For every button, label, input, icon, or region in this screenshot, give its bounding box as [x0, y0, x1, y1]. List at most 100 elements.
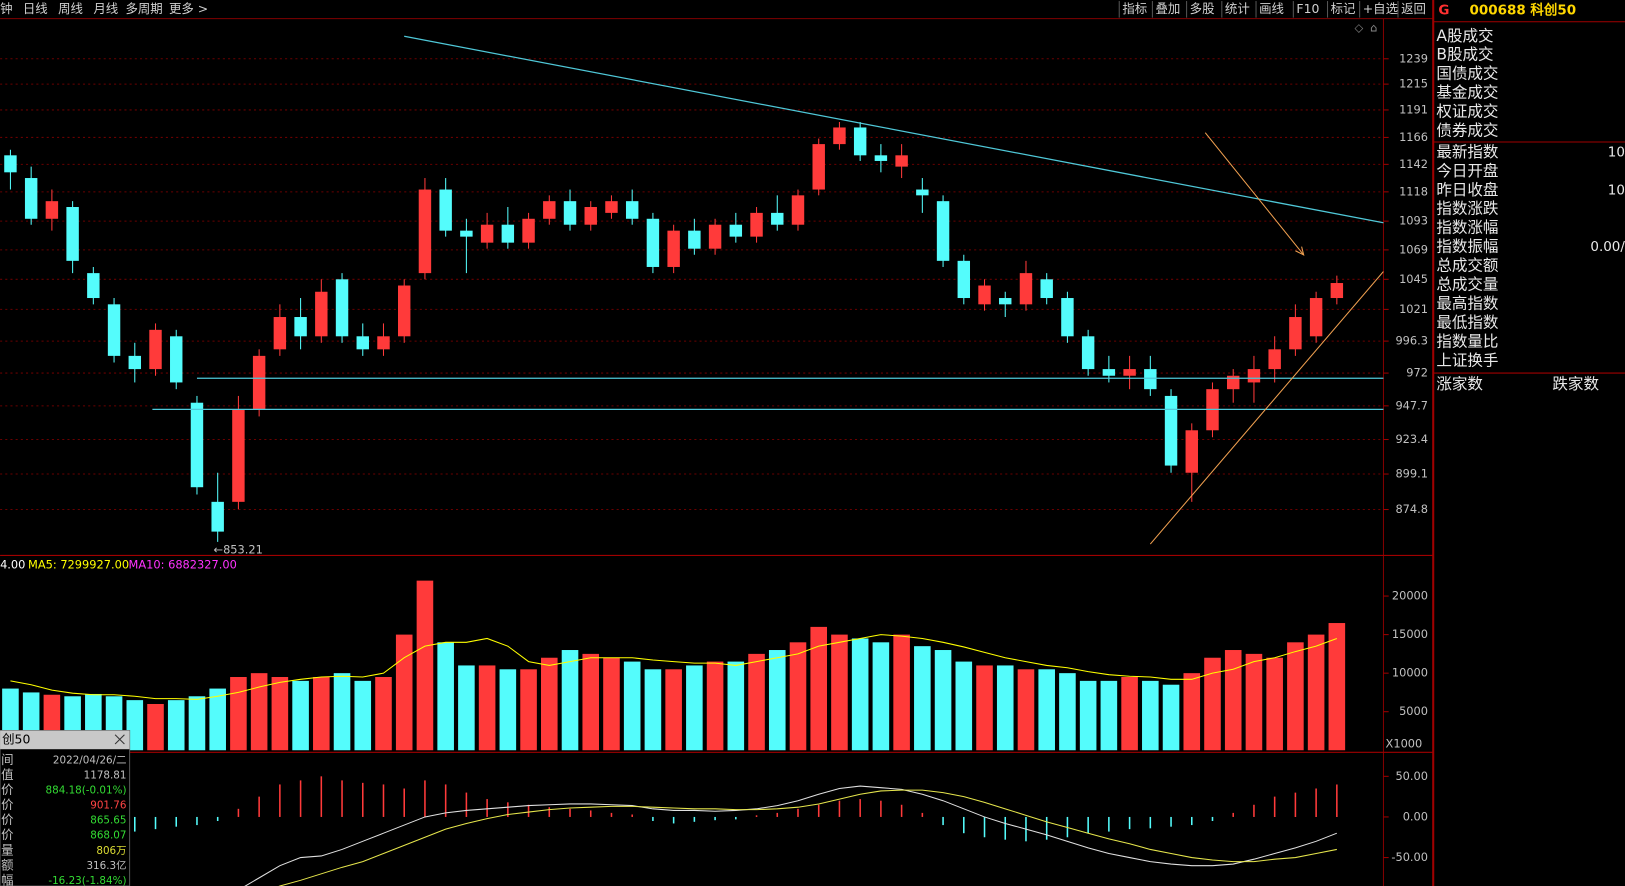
unit-label: X1000: [1386, 737, 1423, 751]
tab[interactable]: 日线: [23, 1, 48, 16]
tool-button[interactable]: 返回: [1401, 1, 1426, 16]
candle-body: [356, 336, 369, 350]
stat-label: 指数涨幅: [1436, 219, 1498, 237]
stat-label: 总成交额: [1436, 257, 1499, 275]
candle-body: [1247, 369, 1261, 383]
info-box: [0, 730, 131, 886]
candle-body: [522, 218, 535, 243]
volume-bar: [230, 677, 247, 751]
y-tick-label: 20000: [1392, 589, 1428, 603]
candle-body: [750, 212, 763, 237]
volume-bar: [893, 634, 910, 751]
volume-bar: [541, 657, 558, 751]
info-title-bar: [0, 730, 130, 750]
candle-body: [853, 127, 867, 156]
macd-pane: [9, 776, 1338, 886]
volume-bar: [582, 653, 600, 751]
stat-label: 上证换手: [1436, 351, 1498, 369]
panel-title: 000688 科创50: [1469, 1, 1576, 18]
tool-button[interactable]: 画线: [1259, 1, 1284, 16]
volume-bar: [810, 626, 828, 751]
volume-bar: [167, 700, 185, 751]
candle-body: [1164, 395, 1178, 466]
candle-body: [377, 336, 390, 350]
icon[interactable]: ⌂: [1370, 20, 1377, 34]
tool-button[interactable]: F10: [1296, 1, 1319, 16]
candle-body: [418, 189, 432, 274]
info-title: 创50: [2, 731, 30, 746]
candle-body: [543, 201, 556, 219]
candle-body: [397, 285, 411, 337]
stat-label: 指数量比: [1436, 332, 1498, 350]
info-value: 868.07: [90, 830, 126, 842]
marker: G: [1438, 2, 1449, 18]
stat-label: 总成交量: [1436, 276, 1498, 294]
info-value: 884.18(-0.01%): [46, 785, 127, 797]
candle-body: [936, 201, 950, 261]
volume-bar: [1017, 669, 1035, 751]
y-tick-label: 1142: [1399, 157, 1428, 171]
candle-body: [978, 285, 991, 305]
tab[interactable]: 周线: [58, 1, 83, 16]
volume-bar: [147, 703, 164, 751]
y-tick-label: 10000: [1392, 666, 1428, 680]
tab[interactable]: 钟: [0, 1, 12, 16]
volume-bar: [1038, 669, 1055, 751]
stat-label: B股成交: [1436, 46, 1493, 64]
info-label: 量: [1, 842, 13, 857]
y-tick-label: 1166: [1399, 130, 1428, 144]
tool-button[interactable]: 统计: [1225, 1, 1250, 16]
ui: 钟日线 周线 月线 多周期 更多 > 指标 叠加 多股 统计 画线 F10 标记 +自选 返回 G 00068…: [0, 1, 1625, 393]
volume-bar: [1245, 653, 1263, 751]
volume-bar: [976, 665, 993, 751]
indicator-line: [10, 634, 1338, 700]
volume-bar: [478, 665, 496, 751]
y-tick-label: 899.1: [1395, 467, 1428, 481]
volume-bar: [603, 657, 620, 751]
y-tick-label: 15000: [1392, 627, 1428, 641]
candle-body: [1268, 349, 1281, 370]
tab[interactable]: 更多 >: [169, 1, 208, 16]
candle-body: [1185, 430, 1198, 473]
candle-body: [439, 189, 452, 231]
close-icon[interactable]: [114, 734, 125, 745]
axes: 874.8 899.1 923.4 947.7 972 996.3 1021 1045 1069…: [1383, 51, 1428, 864]
candle-body: [87, 273, 100, 299]
candle-body: [646, 218, 660, 267]
candle-body: [1227, 375, 1240, 390]
volume-bar: [727, 661, 745, 751]
candle-body: [232, 409, 245, 502]
volume-bar: [416, 580, 434, 751]
tool-button[interactable]: 多股: [1190, 1, 1215, 16]
price-pane: ←853.21: [0, 58, 1384, 555]
info-value: 316.3亿: [86, 859, 126, 872]
volume-bar: [126, 700, 144, 751]
candle-body: [107, 304, 121, 356]
volume-bar: [644, 669, 662, 751]
info-value: -16.23(-1.84%): [48, 875, 126, 886]
y-tick-label: -50.00: [1391, 850, 1428, 864]
candle-body: [1061, 298, 1074, 337]
tab[interactable]: 月线: [93, 1, 118, 16]
candle-body: [273, 317, 287, 350]
volume-bar: [458, 665, 475, 751]
stat-label: A股成交: [1436, 27, 1493, 45]
toolbar: [0, 0, 1434, 19]
trend-line: [404, 35, 1384, 224]
trend-line: [1149, 271, 1384, 545]
stat-value: 10: [1608, 182, 1625, 198]
icon[interactable]: ◇: [1354, 20, 1363, 34]
indicator-line: [278, 789, 1337, 886]
volume-bar: [955, 661, 973, 751]
tool-button[interactable]: +自选: [1363, 1, 1398, 16]
tool-button[interactable]: 标记: [1331, 1, 1356, 16]
tool-button[interactable]: 指标: [1122, 1, 1147, 16]
candle-body: [315, 291, 328, 337]
candle-body: [480, 224, 494, 243]
tool-button[interactable]: 叠加: [1156, 1, 1181, 16]
info-label: 额: [1, 857, 14, 872]
tab[interactable]: 多周期: [125, 1, 162, 16]
y-tick-label: 1021: [1399, 302, 1428, 316]
candle-body: [1123, 369, 1136, 376]
